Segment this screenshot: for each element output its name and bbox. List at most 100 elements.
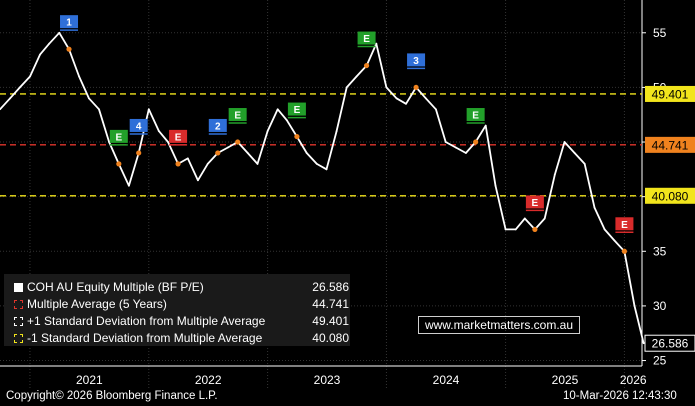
pe-data-point (444, 141, 447, 143)
watermark-link[interactable]: www.marketmatters.com.au (418, 316, 580, 334)
event-marker-label: 4 (136, 121, 142, 132)
footer-copyright: Copyright© 2026 Bloomberg Finance L.P. (6, 390, 218, 402)
event-dot (294, 133, 300, 140)
x-tick-label: 2025 (552, 373, 579, 387)
pe-data-point (9, 97, 11, 100)
pe-data-point (18, 86, 21, 89)
last-value-label: 26.586 (652, 337, 689, 351)
pe-data-point (494, 184, 497, 187)
footer-timestamp: 10-Mar-2026 12:43:30 (563, 390, 677, 402)
pe-data-point (603, 228, 606, 231)
event-marker (466, 108, 485, 122)
pe-data-point (642, 342, 645, 345)
legend-swatch-plus1sd (14, 317, 23, 326)
reference-value-label: 49.401 (652, 87, 689, 101)
y-tick-label: 35 (653, 244, 667, 258)
pe-data-point (633, 305, 636, 307)
pe-data-point (315, 162, 318, 165)
reference-value-tag (645, 187, 695, 204)
x-tick-label: 2021 (76, 373, 103, 387)
event-marker-label: E (621, 220, 628, 231)
pe-data-point (593, 206, 596, 209)
pe-data-point (128, 184, 130, 187)
pe-data-point (0, 108, 1, 111)
legend-value-average: 44.741 (312, 297, 349, 311)
event-marker (407, 53, 426, 67)
legend-item-plus1sd: +1 Standard Deviation from Multiple Aver… (14, 314, 349, 328)
event-dot (413, 84, 419, 91)
event-dot (66, 46, 72, 52)
pe-data-point (583, 162, 586, 165)
pe-data-point (514, 228, 517, 231)
x-tick-label: 2022 (195, 373, 222, 387)
y-tick-label: 25 (653, 354, 667, 368)
event-dot (473, 139, 479, 145)
pe-data-point (226, 146, 229, 149)
x-tick-label: 2023 (314, 373, 341, 387)
pe-data-point (504, 228, 507, 231)
legend-value-pe: 26.586 (312, 280, 349, 294)
x-tick-label: 2024 (433, 373, 460, 387)
x-tick-label: 2026 (620, 373, 647, 387)
pe-data-point (186, 157, 189, 160)
event-marker (208, 118, 227, 132)
legend-label-pe: COH AU Equity Multiple (BF P/E) (27, 280, 204, 294)
pe-data-point (147, 108, 150, 111)
event-marker-label: E (115, 132, 122, 143)
pe-data-point (464, 152, 467, 154)
event-dot (116, 161, 122, 167)
event-marker-label: E (234, 111, 241, 122)
event-marker-label: E (532, 198, 539, 209)
pe-data-point (197, 179, 199, 182)
reference-value-label: 44.741 (652, 138, 689, 152)
legend-label-average: Multiple Average (5 Years) (27, 297, 167, 311)
legend-item-average: Multiple Average (5 Years) 44.741 (14, 297, 349, 311)
pe-data-point (305, 152, 308, 154)
event-marker (129, 118, 148, 132)
legend-value-minus1sd: 40.080 (312, 331, 349, 345)
pe-data-point (78, 75, 81, 78)
event-dot (175, 161, 181, 167)
pe-data-point (98, 108, 100, 111)
pe-data-point (276, 108, 279, 111)
event-marker-label: E (294, 105, 301, 116)
y-tick-label: 30 (653, 299, 667, 313)
event-marker-label: E (472, 111, 479, 122)
pe-data-point (543, 217, 546, 220)
event-dot (215, 150, 221, 156)
chart-legend: COH AU Equity Multiple (BF P/E) 26.586 M… (4, 274, 350, 346)
pe-data-point (167, 141, 169, 143)
pe-data-point (266, 130, 269, 133)
event-marker (109, 129, 128, 143)
pe-data-point (523, 217, 526, 220)
pe-data-point (246, 152, 249, 154)
event-marker-label: E (175, 132, 182, 143)
pe-data-point (573, 152, 576, 154)
pe-data-point (424, 97, 427, 100)
legend-item-pe: COH AU Equity Multiple (BF P/E) 26.586 (14, 280, 349, 294)
pe-data-point (39, 53, 41, 56)
pe-data-point (206, 162, 209, 165)
pe-data-point (484, 124, 487, 127)
legend-item-minus1sd: -1 Standard Deviation from Multiple Aver… (14, 331, 349, 345)
pe-data-point (325, 168, 328, 171)
pe-data-point (87, 97, 90, 100)
legend-label-plus1sd: +1 Standard Deviation from Multiple Aver… (27, 314, 266, 328)
pe-data-point (375, 42, 378, 45)
event-dot (363, 62, 370, 69)
pe-data-point (157, 130, 160, 133)
pe-data-point (58, 31, 61, 34)
pe-data-point (345, 86, 348, 89)
pe-data-point (48, 42, 51, 45)
event-dot (136, 150, 142, 156)
pe-data-point (355, 75, 358, 78)
legend-swatch-minus1sd (14, 334, 23, 343)
event-marker (615, 217, 634, 231)
pe-data-point (385, 86, 388, 89)
pe-data-point (405, 102, 407, 105)
event-marker (525, 195, 544, 209)
reference-value-label: 40.080 (652, 189, 689, 203)
pe-data-point (29, 75, 31, 78)
event-dot (235, 139, 241, 145)
event-marker (357, 31, 376, 45)
